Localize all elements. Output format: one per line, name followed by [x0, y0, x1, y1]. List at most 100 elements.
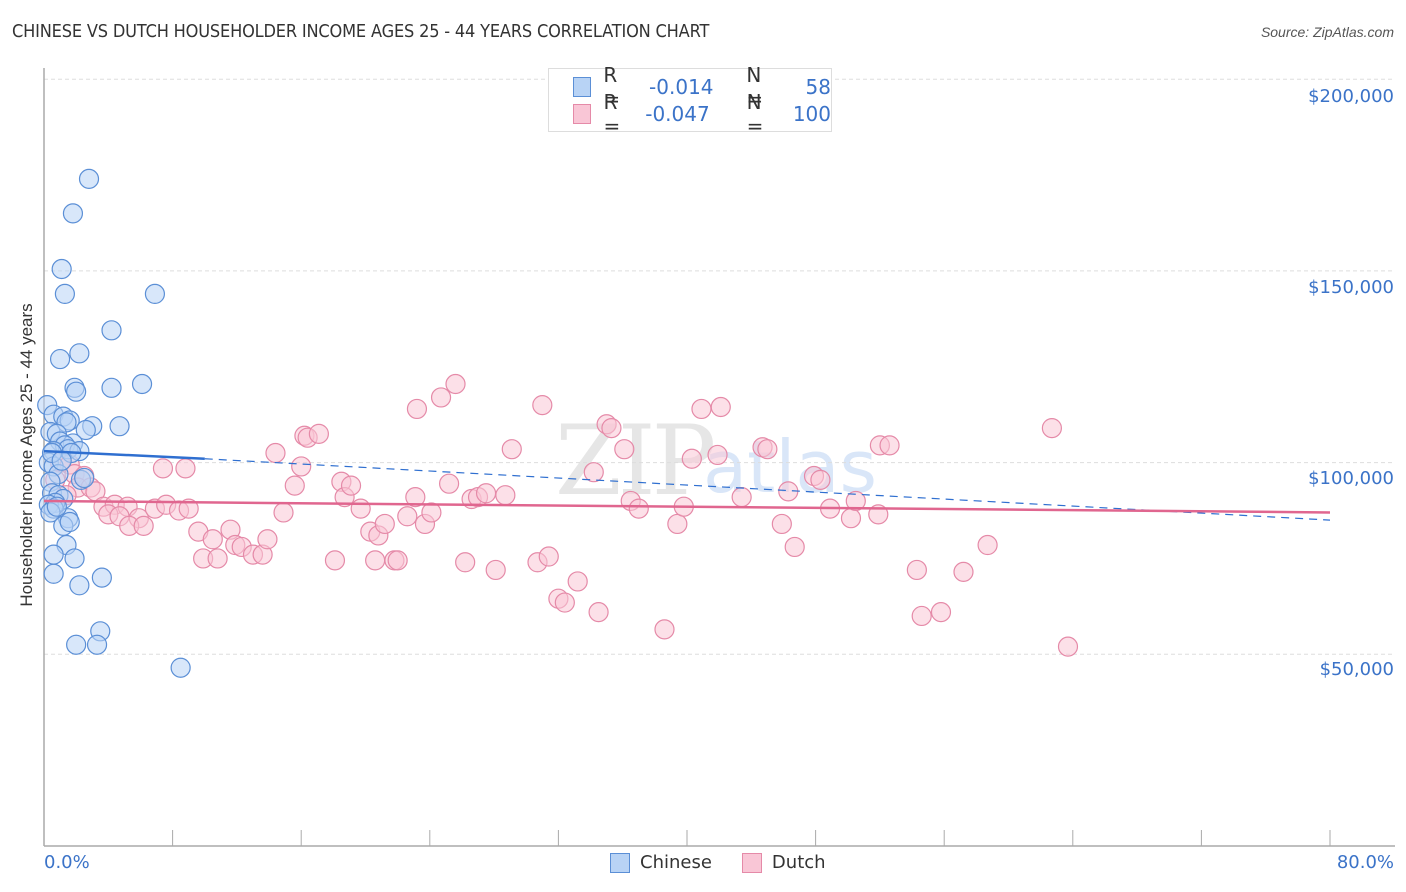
dutch-data-point[interactable]	[953, 561, 974, 582]
legend-item-chinese[interactable]: Chinese	[610, 852, 712, 873]
n-label: N =	[746, 63, 764, 111]
chinese-data-point[interactable]	[54, 283, 75, 305]
dutch-data-point[interactable]	[911, 605, 932, 627]
dutch-data-point[interactable]	[397, 506, 418, 527]
dutch-data-point[interactable]	[406, 398, 428, 420]
dutch-data-point[interactable]	[485, 559, 506, 581]
r-label: R =	[603, 63, 621, 111]
dutch-data-point[interactable]	[152, 458, 174, 479]
chinese-data-point[interactable]	[74, 467, 95, 489]
chinese-data-point[interactable]	[75, 419, 96, 441]
dutch-data-point[interactable]	[324, 550, 346, 571]
dutch-data-point[interactable]	[654, 619, 675, 640]
chinese-data-point[interactable]	[43, 544, 64, 565]
dutch-data-point[interactable]	[207, 548, 228, 569]
dutch-data-point[interactable]	[614, 439, 635, 460]
dutch-data-point[interactable]	[438, 473, 460, 494]
chinese-data-point[interactable]	[59, 511, 80, 533]
dutch-data-point[interactable]	[1041, 417, 1063, 439]
dutch-data-point[interactable]	[757, 439, 778, 460]
dutch-data-point[interactable]	[906, 559, 927, 581]
dutch-data-point[interactable]	[374, 513, 395, 535]
dutch-data-point[interactable]	[667, 513, 688, 535]
dutch-data-point[interactable]	[421, 502, 442, 523]
dutch-data-point[interactable]	[628, 498, 649, 519]
chinese-data-point[interactable]	[101, 320, 122, 341]
dutch-data-point[interactable]	[1057, 636, 1079, 657]
dutch-data-point[interactable]	[501, 439, 522, 460]
dutch-data-point[interactable]	[588, 602, 609, 623]
dutch-data-point[interactable]	[554, 592, 575, 613]
dutch-data-point[interactable]	[273, 502, 294, 523]
chinese-data-point[interactable]	[62, 203, 84, 224]
chinese-data-point[interactable]	[69, 575, 90, 596]
dutch-data-point[interactable]	[175, 458, 196, 479]
chinese-data-point[interactable]	[66, 381, 87, 402]
dutch-data-point[interactable]	[308, 423, 329, 444]
dutch-data-point[interactable]	[731, 487, 752, 508]
y-tick-50000: $50,000	[1319, 659, 1394, 680]
n-label: N =	[746, 90, 764, 138]
dutch-data-point[interactable]	[405, 487, 426, 508]
dutch-data-point[interactable]	[475, 483, 497, 504]
dutch-data-point[interactable]	[784, 536, 805, 558]
dutch-data-point[interactable]	[691, 398, 712, 420]
chinese-data-point[interactable]	[101, 377, 122, 398]
chinese-data-point[interactable]	[109, 416, 130, 437]
dutch-data-point[interactable]	[930, 602, 952, 623]
chinese-data-point[interactable]	[64, 548, 85, 569]
chinese-data-point[interactable]	[51, 258, 72, 280]
dutch-data-point[interactable]	[178, 498, 199, 519]
chinese-data-point[interactable]	[86, 634, 108, 655]
dutch-data-point[interactable]	[845, 490, 866, 512]
chinese-data-point[interactable]	[131, 373, 153, 395]
dutch-points	[45, 373, 1079, 657]
y-tick-100000: $100,000	[1308, 468, 1394, 489]
chinese-data-point[interactable]	[43, 563, 64, 584]
dutch-data-point[interactable]	[879, 435, 900, 456]
legend-item-dutch[interactable]: Dutch	[741, 852, 826, 873]
dutch-data-point[interactable]	[133, 515, 154, 536]
dutch-data-point[interactable]	[340, 475, 362, 496]
source-label: Source: ZipAtlas.com	[1260, 24, 1394, 40]
dutch-data-point[interactable]	[350, 498, 371, 519]
dutch-data-point[interactable]	[681, 448, 702, 469]
dutch-data-point[interactable]	[977, 534, 998, 556]
y-tick-150000: $150,000	[1308, 277, 1394, 298]
dutch-trend-line	[43, 499, 1331, 514]
dutch-data-point[interactable]	[840, 508, 862, 529]
dutch-data-point[interactable]	[265, 442, 286, 464]
dutch-data-point[interactable]	[710, 396, 731, 418]
dutch-data-point[interactable]	[257, 529, 278, 550]
dutch-data-point[interactable]	[567, 571, 588, 592]
chinese-data-point[interactable]	[170, 657, 191, 678]
dutch-data-point[interactable]	[291, 456, 312, 477]
dutch-data-point[interactable]	[495, 485, 516, 506]
dutch-data-point[interactable]	[445, 373, 466, 395]
chinese-data-point[interactable]	[51, 450, 72, 471]
chinese-data-point[interactable]	[91, 567, 112, 588]
chinese-data-point[interactable]	[69, 343, 90, 364]
dutch-data-point[interactable]	[387, 550, 408, 571]
dutch-data-point[interactable]	[583, 462, 604, 483]
dutch-data-point[interactable]	[202, 529, 223, 550]
dutch-data-point[interactable]	[538, 546, 559, 567]
dutch-data-point[interactable]	[455, 552, 476, 573]
r-value-chinese: -0.014	[649, 75, 714, 99]
dutch-data-point[interactable]	[810, 469, 831, 490]
chinese-data-point[interactable]	[144, 283, 166, 305]
chinese-data-point[interactable]	[78, 168, 100, 189]
dutch-data-point[interactable]	[771, 513, 792, 535]
chinese-data-point[interactable]	[49, 348, 71, 370]
dutch-data-point[interactable]	[601, 417, 622, 439]
dutch-data-point[interactable]	[284, 475, 305, 496]
legend-row-dutch: R = -0.047 N = 100	[573, 90, 831, 138]
dutch-swatch-icon	[741, 852, 762, 873]
dutch-data-point[interactable]	[532, 394, 553, 416]
chinese-data-point[interactable]	[66, 634, 87, 655]
dutch-data-point[interactable]	[430, 387, 452, 408]
dutch-data-point[interactable]	[707, 444, 728, 466]
legend-label-chinese: Chinese	[640, 852, 712, 873]
dutch-data-point[interactable]	[365, 550, 386, 571]
